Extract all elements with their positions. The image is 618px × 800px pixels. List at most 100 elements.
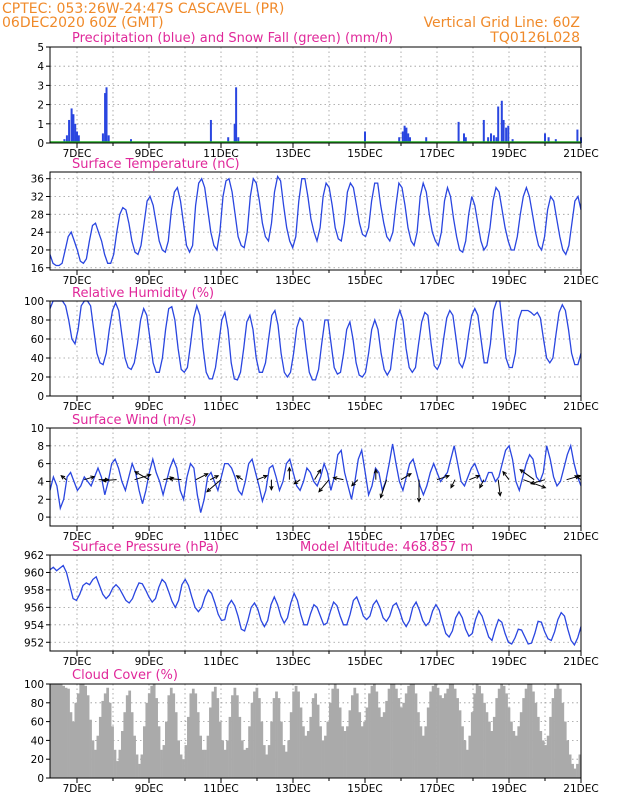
temp-xtick-label: 21DEC	[563, 275, 598, 287]
cloud-bar	[287, 740, 291, 778]
wind-arrow-head	[134, 471, 140, 476]
wind-arrow-head	[406, 473, 412, 478]
cloud-bar	[512, 731, 516, 778]
wind-xtick-label: 7DEC	[63, 531, 92, 543]
cloud-bar	[421, 735, 425, 778]
cloud-bar	[495, 698, 499, 778]
pressure-frame	[49, 554, 582, 652]
cloud-bar	[240, 740, 244, 778]
precip-bar	[500, 100, 503, 143]
temp-xtick-label: 11DEC	[203, 275, 238, 287]
cloud-bar	[419, 726, 423, 778]
cloud-bar	[267, 745, 271, 778]
precip-bar	[74, 123, 77, 143]
precip-bar	[209, 119, 212, 143]
cloud-bar	[311, 698, 315, 778]
precip-bar	[227, 137, 230, 143]
precip-bar	[502, 119, 505, 143]
cloud-bar	[250, 702, 254, 778]
header-station: CPTEC: 053:26W-24:47S CASCAVEL (PR)	[2, 1, 284, 17]
cloud-bar	[272, 698, 276, 778]
cloud-xtick-label: 19DEC	[491, 783, 526, 795]
wind-arrow-head	[541, 484, 547, 489]
cloud-bar	[399, 707, 403, 778]
precip-bar	[554, 139, 557, 143]
wind-title: Surface Wind (m/s)	[72, 413, 196, 428]
precip-bar	[507, 125, 510, 143]
cloud-bar	[191, 688, 195, 778]
precip-bar	[76, 131, 78, 143]
cloud-bar	[522, 698, 526, 778]
pressure-xtick-label: 13DEC	[275, 656, 310, 668]
precip-bar	[70, 108, 73, 143]
pressure-altitude: Model Altitude: 468.857 m	[300, 540, 473, 555]
cloud-bar	[72, 721, 75, 778]
cloud-bar	[270, 721, 273, 778]
cloud-bar	[74, 702, 78, 778]
wind-arrow	[256, 475, 268, 481]
cloud-bar	[534, 702, 538, 778]
cloud-bar	[566, 740, 570, 778]
cloud-bar	[157, 726, 161, 778]
cloud-bar	[417, 712, 420, 778]
cloud-bar	[167, 695, 171, 778]
cloud-bar	[436, 687, 440, 778]
wind-xtick-label: 19DEC	[491, 531, 526, 543]
wind-arrow	[530, 479, 546, 485]
cloud-bar	[67, 688, 70, 778]
cloud-bar	[368, 693, 371, 778]
wind-arrow-head	[529, 480, 535, 485]
cloud-bar	[133, 735, 136, 778]
cloud-bar	[86, 695, 90, 778]
pressure-xtick-label: 7DEC	[63, 656, 92, 668]
wind-series-line	[49, 443, 582, 513]
cloud-bar	[262, 745, 266, 778]
cloud-bar	[407, 685, 411, 778]
temp-panel: 16 20 24 28 32 36 7DEC 9DEC 11DEC 13DEC 15DEC 17DEC…	[31, 171, 599, 287]
precip-bar	[495, 137, 498, 143]
wind-arrow-head	[350, 481, 356, 487]
precip-ytick-label: 2	[37, 100, 44, 112]
cloud-bar	[314, 693, 318, 778]
cloud-bar	[319, 726, 322, 778]
cloud-bar	[536, 716, 540, 778]
wind-arrow-head	[214, 475, 220, 480]
cloud-bar	[238, 716, 242, 778]
header-grid-note: Vertical Grid Line: 60Z	[424, 15, 580, 31]
cloud-bar	[348, 710, 352, 778]
cloud-bar	[145, 702, 149, 778]
rh-ytick-label: 100	[24, 296, 44, 308]
cloud-bar	[306, 731, 310, 778]
cloud-bar	[402, 702, 406, 778]
cloud-bar	[253, 691, 256, 778]
wind-arrow-head	[317, 468, 322, 474]
pressure-title: Surface Pressure (hPa)	[72, 540, 219, 555]
wind-arrow-head	[497, 491, 502, 497]
precip-ytick-label: 4	[37, 61, 44, 73]
cloud-xtick-label: 11DEC	[203, 783, 238, 795]
cloud-bar	[84, 685, 88, 778]
cloud-bar	[316, 704, 320, 778]
cloud-bar	[446, 688, 450, 778]
cloud-bar	[453, 688, 457, 778]
cloud-bar	[299, 707, 303, 778]
precip-bar	[482, 119, 485, 143]
precip-ytick-label: 3	[37, 80, 44, 92]
precip-xtick-label: 11DEC	[203, 148, 238, 160]
cloud-bar	[179, 754, 183, 778]
wind-arrow	[519, 469, 535, 481]
cloud-bar	[397, 698, 401, 778]
wind-arrow	[209, 475, 219, 481]
wind-arrow-head	[168, 476, 174, 482]
cloud-bar	[468, 735, 472, 778]
cloud-frame	[49, 683, 582, 779]
rh-xtick-label: 15DEC	[347, 401, 382, 413]
cloud-bar	[172, 693, 176, 778]
wind-xtick-label: 13DEC	[275, 531, 310, 543]
wind-xtick-label: 11DEC	[203, 531, 238, 543]
cloud-bar	[451, 684, 455, 778]
cloud-bar	[209, 707, 212, 778]
cloud-xtick-label: 9DEC	[135, 783, 164, 795]
cloud-bar	[211, 691, 215, 778]
cloud-bar	[529, 684, 533, 778]
